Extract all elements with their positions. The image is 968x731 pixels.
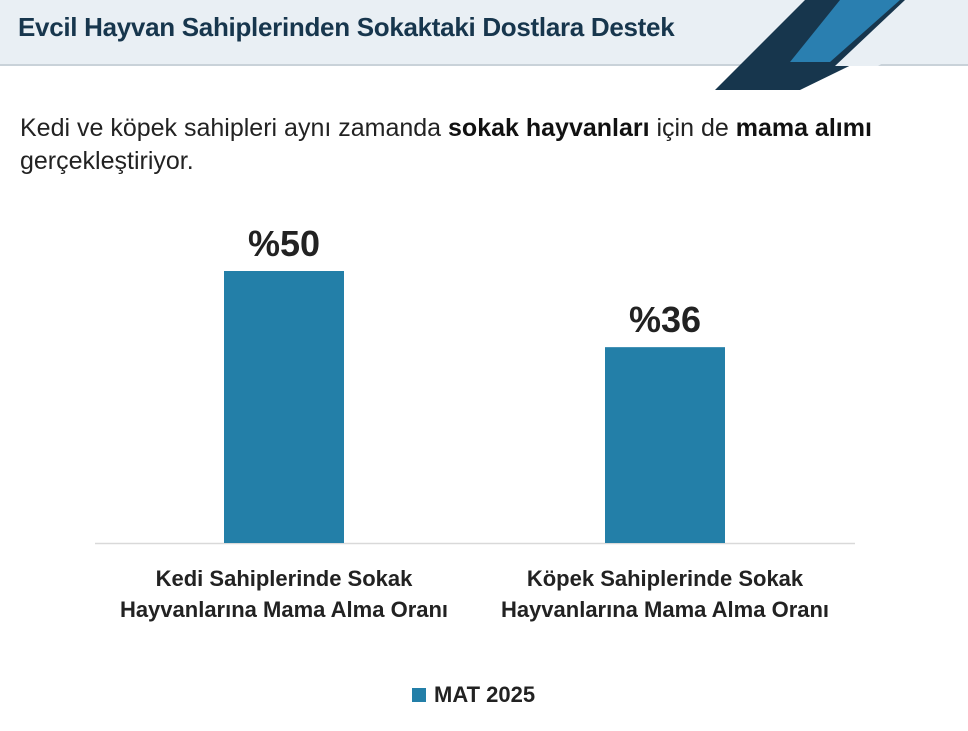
subtitle-run: için de	[649, 114, 736, 142]
legend-label: MAT 2025	[434, 682, 536, 707]
bar	[605, 347, 725, 543]
x-tick-label: Köpek Sahiplerinde Sokak Hayvanlarına Ma…	[500, 566, 830, 622]
legend-swatch	[412, 688, 426, 702]
subtitle-run: gerçekleştiriyor.	[20, 147, 194, 175]
subtitle-run: sokak hayvanları	[448, 114, 650, 142]
title: Evcil Hayvan Sahiplerinden Sokaktaki Dos…	[18, 12, 675, 42]
header-decoration	[715, 0, 968, 90]
legend: MAT 2025	[412, 682, 535, 708]
subtitle-run: Kedi ve köpek sahipleri aynı zamanda	[20, 114, 449, 142]
value-label: %36	[628, 299, 702, 341]
x-tick-label: Kedi Sahiplerinde Sokak Hayvanlarına Mam…	[119, 566, 449, 622]
subtitle-run: mama alımı	[735, 114, 872, 142]
subtitle: Kedi ve köpek sahipleri aynı zamanda sok…	[20, 112, 940, 178]
value-label: %50	[247, 223, 321, 264]
bar	[224, 271, 344, 543]
